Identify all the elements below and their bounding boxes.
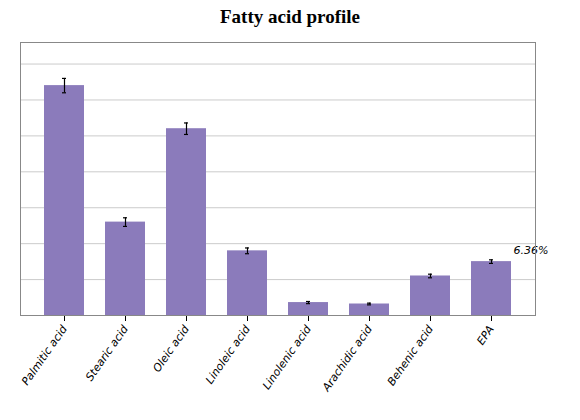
svg-text:Palmitic acid: Palmitic acid: [19, 322, 70, 388]
svg-text:Behenic acid: Behenic acid: [385, 322, 437, 388]
svg-text:EPA: EPA: [474, 323, 496, 347]
svg-text:Linolenic acid: Linolenic acid: [260, 322, 314, 392]
svg-text:Linoleic acid: Linoleic acid: [203, 322, 253, 386]
html-text:Fatty acid profile: Fatty acid profile: [220, 6, 360, 27]
svg-text:Arachidic acid: Arachidic acid: [319, 322, 375, 394]
svg-text:Oleic acid: Oleic acid: [150, 322, 192, 374]
svg-text:6.36%: 6.36%: [514, 244, 549, 257]
svg-text:Stearic acid: Stearic acid: [83, 322, 131, 383]
